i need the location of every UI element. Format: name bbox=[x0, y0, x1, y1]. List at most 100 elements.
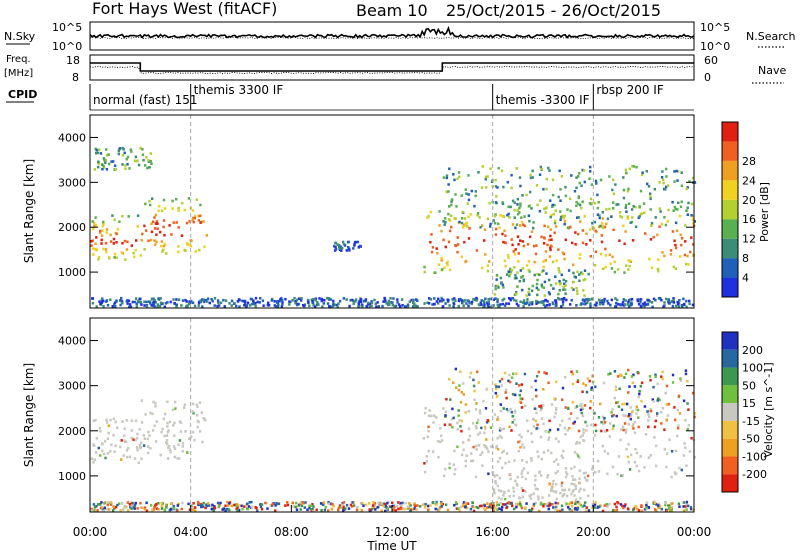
nave-label: Nave bbox=[758, 64, 786, 77]
scatter-cell bbox=[591, 297, 594, 301]
scatter-cell bbox=[370, 304, 373, 308]
scatter-cell bbox=[560, 454, 563, 457]
scatter-cell bbox=[620, 216, 624, 219]
scatter-cell bbox=[533, 260, 536, 264]
scatter-cell bbox=[649, 208, 652, 211]
scatter-cell bbox=[176, 457, 179, 460]
scatter-cell bbox=[296, 302, 299, 306]
scatter-cell bbox=[535, 411, 538, 415]
scatter-cell bbox=[423, 265, 426, 269]
scatter-cell bbox=[534, 478, 537, 482]
scatter-cell bbox=[288, 300, 291, 303]
scatter-cell bbox=[150, 508, 154, 512]
scatter-cell bbox=[612, 178, 615, 182]
scatter-cell bbox=[477, 444, 481, 447]
scatter-cell bbox=[186, 451, 189, 454]
scatter-cell bbox=[163, 305, 166, 309]
scatter-cell bbox=[688, 450, 692, 453]
scatter-cell bbox=[286, 503, 290, 507]
scatter-cell bbox=[661, 370, 664, 374]
scatter-cell bbox=[97, 256, 101, 259]
scatter-cell bbox=[135, 436, 139, 440]
scatter-cell bbox=[154, 222, 158, 225]
scatter-cell bbox=[482, 299, 486, 303]
scatter-cell bbox=[581, 407, 584, 411]
scatter-cell bbox=[202, 298, 206, 302]
scatter-cell bbox=[521, 240, 524, 243]
scatter-cell bbox=[603, 420, 607, 424]
scatter-cell bbox=[138, 444, 142, 447]
scatter-cell bbox=[150, 230, 154, 234]
scatter-cell bbox=[672, 297, 675, 300]
scatter-cell bbox=[312, 298, 315, 301]
scatter-cell bbox=[176, 509, 179, 512]
scatter-cell bbox=[546, 300, 549, 303]
scatter-cell bbox=[339, 505, 342, 509]
scatter-cell bbox=[563, 426, 566, 430]
scatter-cell bbox=[162, 219, 166, 222]
scatter-cell bbox=[224, 504, 227, 508]
scatter-cell bbox=[581, 505, 584, 508]
scatter-cell bbox=[545, 177, 548, 181]
scatter-cell bbox=[386, 507, 389, 510]
scatter-cell bbox=[535, 375, 539, 378]
scatter-cell bbox=[197, 214, 200, 218]
scatter-cell bbox=[496, 436, 499, 440]
scatter-cell bbox=[108, 162, 111, 166]
scatter-cell bbox=[529, 497, 533, 500]
scatter-cell bbox=[506, 273, 509, 276]
scatter-cell bbox=[578, 273, 581, 276]
scatter-cell bbox=[572, 271, 575, 275]
scatter-cell bbox=[453, 503, 456, 507]
scatter-cell bbox=[598, 505, 601, 509]
scatter-cell bbox=[172, 504, 175, 508]
scatter-cell bbox=[137, 163, 141, 167]
scatter-cell bbox=[447, 190, 450, 193]
scatter-cell bbox=[484, 175, 488, 179]
scatter-cell bbox=[487, 472, 490, 476]
scatter-cell bbox=[483, 504, 486, 507]
scatter-cell bbox=[539, 408, 543, 412]
scatter-cell bbox=[213, 505, 216, 508]
scatter-cell bbox=[594, 229, 597, 233]
scatter-cell bbox=[325, 296, 329, 300]
scatter-cell bbox=[118, 502, 121, 505]
scatter-cell bbox=[548, 504, 551, 507]
scatter-cell bbox=[639, 298, 643, 301]
scatter-cell bbox=[660, 375, 663, 378]
scatter-cell bbox=[204, 506, 207, 510]
scatter-cell bbox=[655, 414, 659, 417]
scatter-cell bbox=[193, 216, 196, 220]
freq-trace bbox=[90, 62, 694, 72]
scatter-cell bbox=[649, 192, 652, 195]
scatter-cell bbox=[497, 489, 501, 492]
scatter-cell bbox=[476, 418, 480, 422]
scatter-cell bbox=[256, 509, 259, 513]
velocity-ylabel: Slant Range [km] bbox=[22, 363, 36, 467]
scatter-cell bbox=[497, 166, 500, 170]
scatter-cell bbox=[616, 472, 619, 476]
scatter-cell bbox=[571, 241, 574, 245]
scatter-cell bbox=[550, 403, 554, 406]
scatter-cell bbox=[180, 304, 183, 307]
scatter-cell bbox=[522, 299, 526, 302]
scatter-cell bbox=[557, 440, 560, 443]
scatter-cell bbox=[558, 270, 561, 274]
scatter-cell bbox=[678, 505, 681, 508]
scatter-cell bbox=[304, 501, 307, 504]
scatter-cell bbox=[498, 476, 501, 480]
scatter-cell bbox=[542, 286, 545, 289]
scatter-cell bbox=[120, 251, 124, 254]
scatter-cell bbox=[138, 428, 141, 431]
scatter-cell bbox=[608, 207, 611, 211]
scatter-cell bbox=[312, 509, 315, 513]
scatter-cell bbox=[683, 442, 686, 445]
scatter-cell bbox=[490, 180, 494, 183]
scatter-cell bbox=[156, 222, 159, 225]
scatter-cell bbox=[691, 391, 695, 395]
scatter-cell bbox=[474, 425, 478, 428]
scatter-cell bbox=[461, 210, 464, 214]
scatter-cell bbox=[547, 507, 550, 511]
scatter-cell bbox=[630, 301, 633, 304]
scatter-cell bbox=[622, 425, 625, 429]
